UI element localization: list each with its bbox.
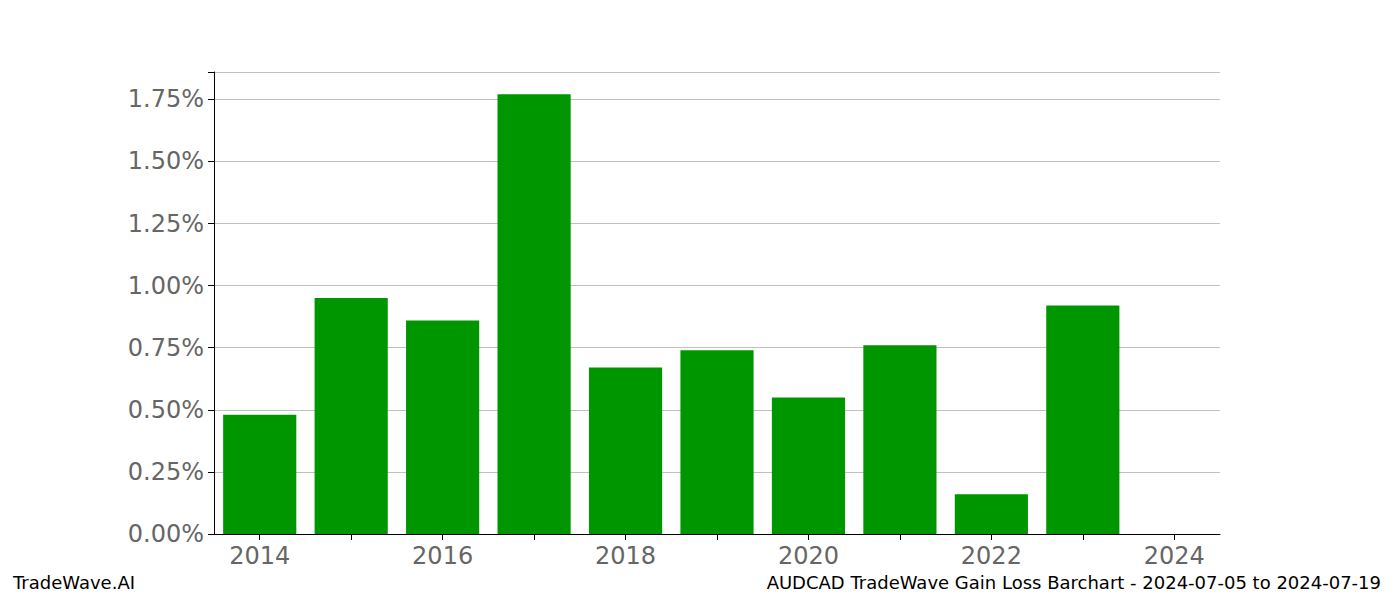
svg-text:0.00%: 0.00%	[128, 520, 204, 548]
svg-text:2016: 2016	[412, 542, 473, 570]
svg-text:2024: 2024	[1144, 542, 1205, 570]
svg-text:0.75%: 0.75%	[128, 334, 204, 362]
svg-text:0.25%: 0.25%	[128, 458, 204, 486]
svg-text:1.00%: 1.00%	[128, 272, 204, 300]
svg-text:1.75%: 1.75%	[128, 85, 204, 113]
svg-text:2014: 2014	[229, 542, 290, 570]
svg-text:1.25%: 1.25%	[128, 210, 204, 238]
svg-text:2020: 2020	[778, 542, 839, 570]
svg-text:0.50%: 0.50%	[128, 396, 204, 424]
svg-text:AUDCAD TradeWave Gain Loss Bar: AUDCAD TradeWave Gain Loss Barchart - 20…	[767, 572, 1381, 593]
svg-text:2018: 2018	[595, 542, 656, 570]
svg-text:2022: 2022	[961, 542, 1022, 570]
svg-text:TradeWave.AI: TradeWave.AI	[12, 572, 135, 593]
svg-text:1.50%: 1.50%	[128, 147, 204, 175]
